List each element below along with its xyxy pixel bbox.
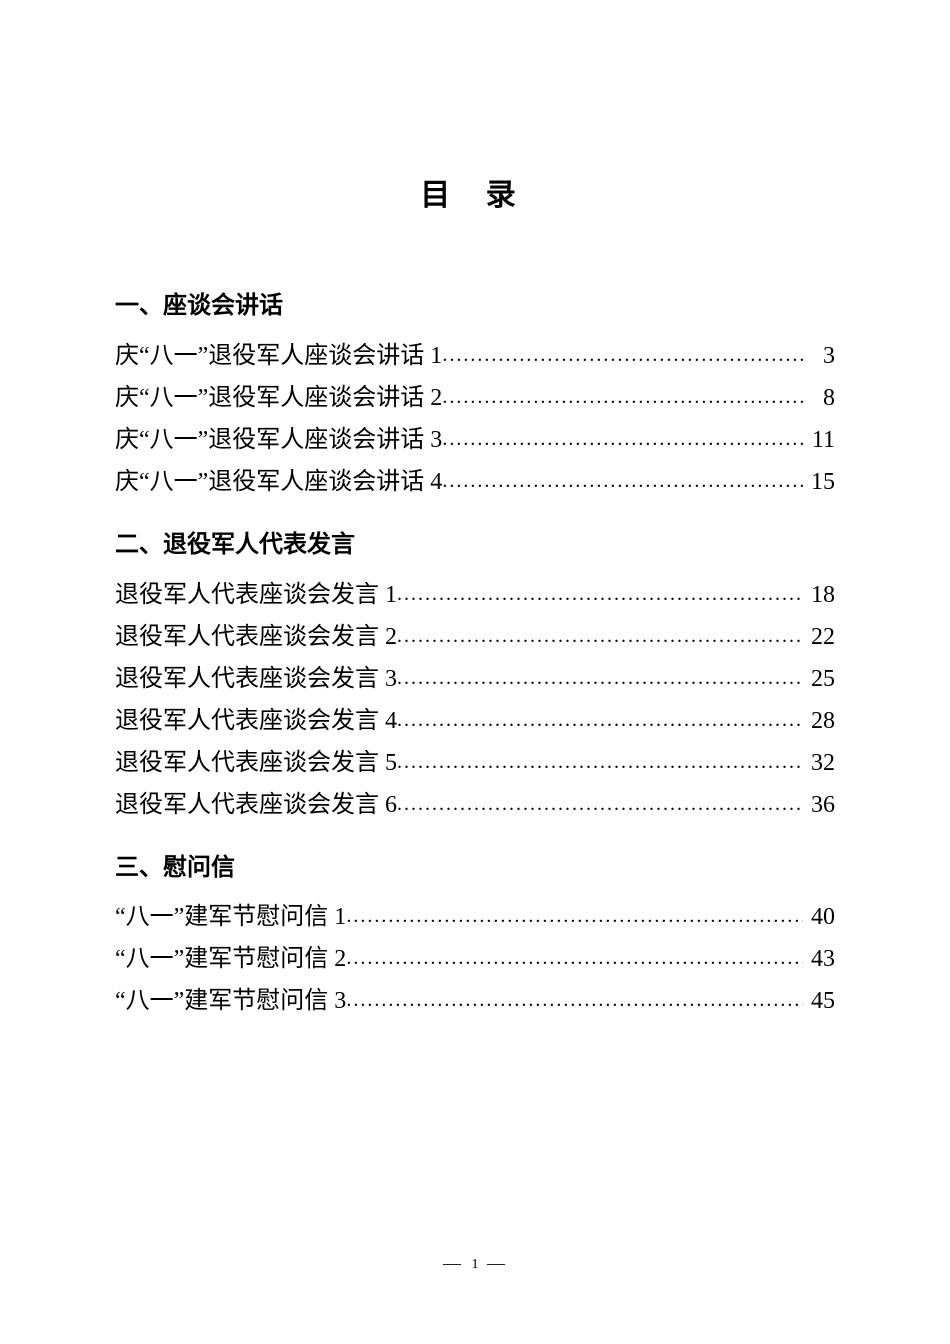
toc-entry: 庆“八一”退役军人座谈会讲话 2 8 [115,377,835,419]
toc-entry-page: 3 [803,335,835,377]
toc-body: 一、座谈会讲话 庆“八一”退役军人座谈会讲话 1 3 庆“八一”退役军人座谈会讲… [115,286,835,1022]
toc-entry-page: 40 [803,896,835,938]
toc-entry: 退役军人代表座谈会发言 4 28 [115,700,835,742]
toc-entry-label: 退役军人代表座谈会发言 1 [115,574,397,616]
footer-dash-right: — [487,1253,507,1273]
toc-entry-label: “八一”建军节慰问信 3 [115,980,346,1022]
toc-entry-page: 18 [803,574,835,616]
toc-entry-page: 8 [803,377,835,419]
toc-leader-dots [346,983,803,1018]
toc-leader-dots [397,703,803,738]
toc-entry: 退役军人代表座谈会发言 5 32 [115,742,835,784]
toc-entry-label: 退役军人代表座谈会发言 2 [115,616,397,658]
footer-page-number: 1 [468,1257,483,1272]
toc-entry: 退役军人代表座谈会发言 3 25 [115,658,835,700]
toc-entry: 退役军人代表座谈会发言 2 22 [115,616,835,658]
section-heading: 一、座谈会讲话 [115,286,835,327]
toc-entry-page: 45 [803,980,835,1022]
toc-title: 目 录 [115,170,835,214]
toc-entry-page: 22 [803,616,835,658]
toc-leader-dots [397,745,803,780]
toc-leader-dots [442,464,803,499]
toc-entry-label: 退役军人代表座谈会发言 3 [115,658,397,700]
toc-entry: 退役军人代表座谈会发言 6 36 [115,784,835,826]
toc-entry-page: 25 [803,658,835,700]
toc-entry-label: 庆“八一”退役军人座谈会讲话 2 [115,377,442,419]
toc-entry: 退役军人代表座谈会发言 1 18 [115,574,835,616]
toc-entry-page: 28 [803,700,835,742]
toc-entry-label: 退役军人代表座谈会发言 5 [115,742,397,784]
toc-entry-label: 退役军人代表座谈会发言 4 [115,700,397,742]
toc-entry-page: 32 [803,742,835,784]
toc-leader-dots [442,380,803,415]
toc-leader-dots [346,941,803,976]
toc-entry: “八一”建军节慰问信 3 45 [115,980,835,1022]
toc-entry: “八一”建军节慰问信 1 40 [115,896,835,938]
toc-entry-label: “八一”建军节慰问信 2 [115,938,346,980]
toc-leader-dots [397,577,803,612]
toc-leader-dots [442,338,803,373]
page-footer: — 1 — [0,1253,950,1274]
toc-entry-label: 庆“八一”退役军人座谈会讲话 4 [115,461,442,503]
toc-entry-page: 36 [803,784,835,826]
toc-entry: 庆“八一”退役军人座谈会讲话 4 15 [115,461,835,503]
toc-entry: 庆“八一”退役军人座谈会讲话 3 11 [115,419,835,461]
toc-entry-label: 庆“八一”退役军人座谈会讲话 3 [115,419,442,461]
toc-entry-label: 退役军人代表座谈会发言 6 [115,784,397,826]
section-heading: 二、退役军人代表发言 [115,525,835,566]
toc-entry: “八一”建军节慰问信 2 43 [115,938,835,980]
toc-leader-dots [397,619,803,654]
toc-entry-page: 11 [803,419,835,461]
footer-dash-left: — [443,1253,463,1273]
section-heading: 三、慰问信 [115,848,835,889]
toc-leader-dots [442,422,803,457]
toc-entry: 庆“八一”退役军人座谈会讲话 1 3 [115,335,835,377]
toc-entry-page: 43 [803,938,835,980]
toc-entry-label: 庆“八一”退役军人座谈会讲话 1 [115,335,442,377]
document-page: 目 录 一、座谈会讲话 庆“八一”退役军人座谈会讲话 1 3 庆“八一”退役军人… [0,0,950,1344]
toc-leader-dots [346,899,803,934]
toc-leader-dots [397,787,803,822]
toc-leader-dots [397,661,803,696]
toc-entry-label: “八一”建军节慰问信 1 [115,896,346,938]
toc-entry-page: 15 [803,461,835,503]
